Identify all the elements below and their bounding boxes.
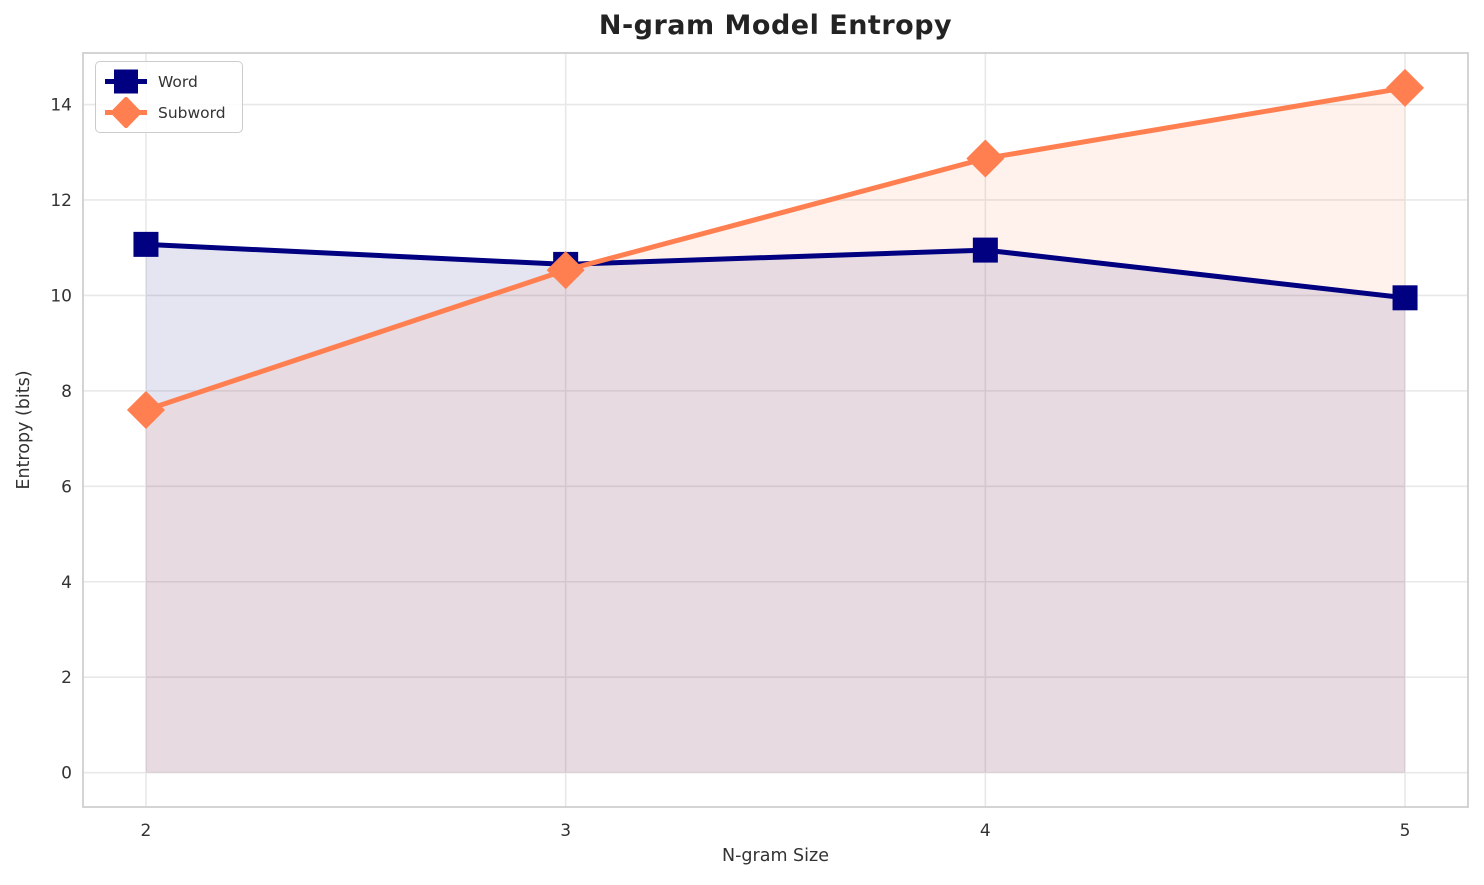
- word-marker: [133, 231, 159, 257]
- legend-label-word: Word: [158, 72, 198, 91]
- subword-marker: [1386, 68, 1425, 107]
- legend-item-word: Word: [103, 66, 226, 97]
- x-tick-label: 2: [141, 821, 152, 841]
- x-axis-label: N-gram Size: [722, 846, 829, 866]
- x-tick-label: 3: [560, 821, 571, 841]
- y-tick-label: 4: [61, 573, 72, 593]
- plot-border: [82, 52, 1469, 808]
- y-axis-label: Entropy (bits): [14, 370, 34, 490]
- subword-marker: [966, 139, 1005, 178]
- word-marker: [972, 237, 998, 263]
- subword-marker: [546, 251, 585, 290]
- x-tick-label: 4: [980, 821, 991, 841]
- y-tick-label: 0: [61, 764, 72, 784]
- word-line: [145, 241, 1406, 301]
- word-marker: [1392, 285, 1418, 311]
- legend-label-subword: Subword: [158, 103, 226, 122]
- x-tick-label: 5: [1400, 821, 1411, 841]
- legend: Word Subword: [95, 61, 243, 133]
- subword-marker: [126, 390, 165, 429]
- word-fill-area: [145, 244, 1406, 773]
- y-tick-label: 12: [50, 191, 72, 211]
- word-series-marker-icon: [105, 69, 147, 94]
- y-tick-label: 8: [61, 382, 72, 402]
- subword-line: [145, 85, 1406, 413]
- y-tick-label: 6: [61, 477, 72, 497]
- chart-title: N-gram Model Entropy: [598, 10, 953, 41]
- subword-series-marker-icon: [105, 97, 147, 128]
- y-tick-label: 14: [50, 96, 72, 116]
- y-tick-label: 10: [50, 286, 72, 306]
- subword-fill-area: [145, 87, 1406, 773]
- legend-item-subword: Subword: [103, 97, 226, 128]
- y-tick-label: 2: [61, 668, 72, 688]
